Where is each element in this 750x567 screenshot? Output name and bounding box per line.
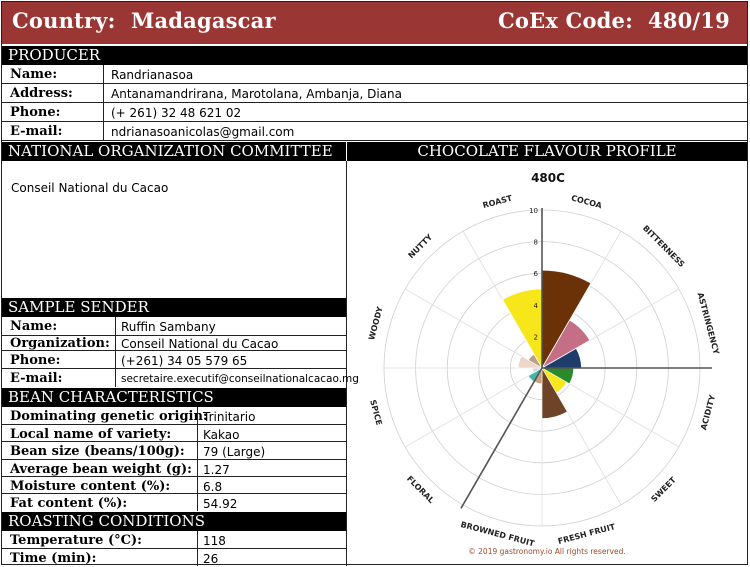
sender-org-value: Conseil National du Cacao (121, 337, 279, 351)
flavour-header: CHOCOLATE FLAVOUR PROFILE (347, 142, 747, 161)
bean-variety-value: Kakao (203, 428, 240, 442)
sender-header: SAMPLE SENDER (2, 298, 346, 317)
tick-label: 6 (534, 270, 539, 278)
category-label: ROAST (482, 193, 514, 210)
bean-weight-value: 1.27 (203, 463, 230, 477)
category-label: ASTRINGENCY (696, 292, 721, 356)
roasting-divider (197, 531, 198, 566)
inner-wedge (541, 366, 568, 419)
grid-spoke (404, 367, 543, 448)
producer-email-label: E-mail: (10, 124, 63, 139)
column-divider (346, 161, 347, 566)
coex-label: CoEx Code: (498, 8, 634, 33)
roasting-temp-value: 118 (203, 534, 226, 548)
category-label: COCOA (570, 193, 603, 210)
bean-row: Dominating genetic origin: Trinitario (2, 407, 346, 425)
producer-name-label: Name: (10, 67, 58, 82)
bean-row: Local name of variety: Kakao (2, 425, 346, 442)
category-label: FLORAL (405, 474, 436, 505)
sender-name-value: Ruffin Sambany (121, 320, 216, 334)
bean-origin-value: Trinitario (203, 410, 256, 424)
bean-fat-label: Fat content (%): (10, 496, 128, 511)
roasting-time-label: Time (min): (10, 551, 97, 566)
bean-size-value: 79 (Large) (203, 445, 266, 459)
category-label: ACIDITY (699, 394, 717, 431)
sender-row: Name: Ruffin Sambany (2, 317, 346, 336)
roasting-row: Temperature (°C): 118 (2, 531, 346, 549)
producer-row: E-mail: ndrianasoanicolas@gmail.com (2, 122, 747, 141)
sender-org-label: Organization: (10, 336, 110, 351)
flavour-bars (501, 269, 592, 370)
producer-address-value: Antanamandrirana, Marotolana, Ambanja, D… (111, 87, 402, 101)
producer-phone-value: (+ 261) 32 48 621 02 (111, 106, 242, 120)
bean-moisture-label: Moisture content (%): (10, 479, 171, 494)
tick-label: 4 (534, 302, 539, 310)
bean-row: Bean size (beans/100g): 79 (Large) (2, 442, 346, 460)
bean-divider (197, 407, 198, 511)
chart-title: 480C (531, 171, 565, 185)
flavour-bar (540, 319, 591, 370)
roasting-temp-label: Temperature (°C): (10, 533, 142, 548)
producer-row: Name: Randrianasoa (2, 65, 747, 84)
sender-email-value: secretaire.executif@conseilnationalcacao… (121, 373, 359, 385)
sender-divider (115, 317, 116, 387)
sender-row: E-mail: secretaire.executif@conseilnatio… (2, 369, 359, 387)
sender-row: Organization: Conseil National du Cacao (2, 334, 346, 351)
roasting-header: ROASTING CONDITIONS (2, 512, 346, 531)
sender-phone-label: Phone: (10, 353, 61, 368)
producer-phone-label: Phone: (10, 105, 61, 120)
roasting-row: Time (min): 26 (2, 549, 346, 566)
radial-ticks: 2 4 6 8 10 (529, 207, 538, 341)
country-label: Country: (12, 8, 116, 33)
inner-wedges (517, 353, 574, 419)
bean-variety-label: Local name of variety: (10, 427, 172, 442)
tick-label: 8 (534, 239, 538, 247)
diagonal-axis (460, 367, 543, 509)
producer-row: Phone: (+ 261) 32 48 621 02 (2, 103, 747, 122)
bean-moisture-value: 6.8 (203, 480, 223, 494)
chart-copyright: © 2019 gastronomy.io All rights reserved… (468, 547, 625, 556)
bean-origin-label: Dominating genetic origin: (10, 409, 208, 424)
bean-size-label: Bean size (beans/100g): (10, 444, 185, 459)
bean-header: BEAN CHARACTERISTICS (2, 388, 346, 407)
bean-row: Moisture content (%): 6.8 (2, 477, 346, 494)
category-label: BITTERNESS (641, 224, 687, 270)
category-label: WOODY (367, 306, 385, 342)
category-label: FRESH FRUIT (557, 522, 617, 546)
national-value: Conseil National du Cacao (11, 181, 169, 195)
bean-fat-value: 54.92 (203, 497, 238, 511)
inner-wedge (517, 355, 544, 369)
bean-row: Average bean weight (g): 1.27 (2, 460, 346, 477)
producer-row: Address: Antanamandrirana, Marotolana, A… (2, 84, 747, 103)
national-header: NATIONAL ORGANIZATION COMMITTEE (2, 142, 346, 161)
producer-header: PRODUCER (2, 46, 747, 65)
tick-label: 10 (529, 207, 538, 215)
coex-value: 480/19 (648, 8, 730, 33)
sender-email-label: E-mail: (10, 371, 63, 386)
category-label: SPICE (368, 399, 383, 426)
tick-label: 2 (534, 333, 538, 341)
sender-row: Phone: (+261) 34 05 579 65 (2, 351, 346, 369)
producer-name-value: Randrianasoa (111, 68, 194, 82)
producer-divider (103, 65, 104, 141)
flavour-polar-chart: 2 4 6 8 10 COCOA BITTERNESS ASTRINGENCY ACIDITY… (367, 171, 721, 556)
grid-spoke (404, 288, 543, 369)
roasting-time-value: 26 (203, 552, 219, 566)
country-value: Madagascar (131, 8, 276, 33)
sender-name-label: Name: (10, 319, 58, 334)
polar-axes (460, 208, 712, 509)
producer-address-label: Address: (10, 86, 73, 101)
bean-row: Fat content (%): 54.92 (2, 494, 346, 511)
bean-weight-label: Average bean weight (g): (10, 462, 192, 477)
category-label: BROWNED FRUIT (460, 520, 536, 549)
producer-email-value: ndrianasoanicolas@gmail.com (111, 125, 295, 139)
sender-phone-value: (+261) 34 05 579 65 (121, 354, 248, 368)
header-bar: Country: Madagascar CoEx Code: 480/19 (2, 2, 747, 44)
